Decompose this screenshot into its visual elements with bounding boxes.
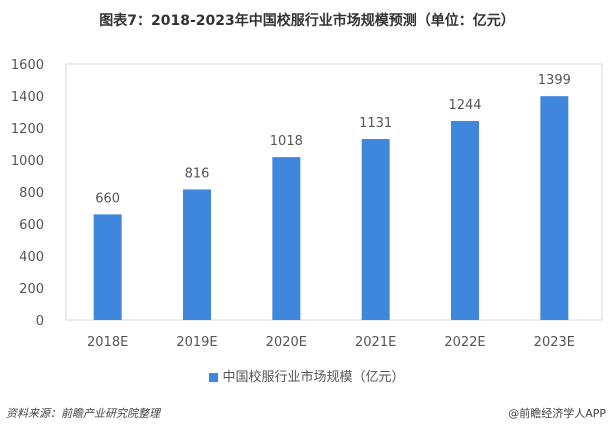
y-tick-label: 400 — [19, 250, 44, 265]
bar — [93, 214, 122, 320]
y-tick-label: 1400 — [11, 90, 44, 105]
source-note: 资料来源：前瞻产业研究院整理 — [6, 407, 160, 420]
x-tick-label: 2019E — [176, 335, 217, 350]
y-tick-label: 200 — [19, 282, 44, 297]
data-label: 1131 — [359, 116, 392, 131]
x-tick-label: 2021E — [355, 335, 396, 350]
x-tick-label: 2020E — [266, 335, 307, 350]
data-label: 1244 — [448, 98, 481, 113]
x-tick-label: 2018E — [87, 335, 128, 350]
chart-title: 图表7：2018-2023年中国校服行业市场规模预测（单位：亿元） — [99, 13, 515, 29]
bar — [361, 139, 390, 320]
data-label: 1018 — [270, 134, 303, 149]
x-tick-label: 2023E — [534, 335, 575, 350]
credit: @前瞻经济学人APP — [508, 407, 606, 420]
data-label: 660 — [95, 191, 120, 206]
y-tick-label: 1600 — [11, 58, 44, 73]
y-tick-label: 1200 — [11, 122, 44, 137]
plot-border — [65, 63, 603, 321]
bar — [540, 96, 569, 320]
y-tick-label: 1000 — [11, 154, 44, 169]
legend: 中国校服行业市场规模（亿元） — [0, 366, 614, 385]
y-tick-label: 600 — [19, 218, 44, 233]
legend-swatch — [209, 373, 219, 382]
y-tick-label: 0 — [36, 314, 44, 329]
y-tick-label: 800 — [19, 186, 44, 201]
data-label: 816 — [185, 166, 210, 181]
bar — [451, 120, 479, 321]
data-label: 1399 — [538, 73, 571, 88]
x-tick-label: 2022E — [444, 335, 485, 350]
bar — [272, 157, 301, 320]
bar — [183, 189, 211, 320]
legend-label: 中国校服行业市场规模（亿元） — [222, 370, 405, 385]
